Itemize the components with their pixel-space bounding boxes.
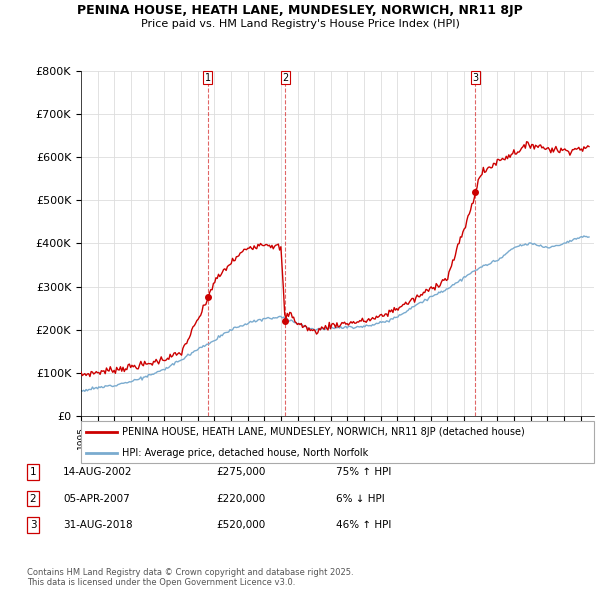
Text: £520,000: £520,000 [216,520,265,530]
Text: £275,000: £275,000 [216,467,265,477]
Text: PENINA HOUSE, HEATH LANE, MUNDESLEY, NORWICH, NR11 8JP (detached house): PENINA HOUSE, HEATH LANE, MUNDESLEY, NOR… [122,427,525,437]
Text: Price paid vs. HM Land Registry's House Price Index (HPI): Price paid vs. HM Land Registry's House … [140,19,460,29]
Text: PENINA HOUSE, HEATH LANE, MUNDESLEY, NORWICH, NR11 8JP: PENINA HOUSE, HEATH LANE, MUNDESLEY, NOR… [77,4,523,17]
Text: 31-AUG-2018: 31-AUG-2018 [63,520,133,530]
Text: Contains HM Land Registry data © Crown copyright and database right 2025.
This d: Contains HM Land Registry data © Crown c… [27,568,353,587]
Text: 46% ↑ HPI: 46% ↑ HPI [336,520,391,530]
Text: 1: 1 [29,467,37,477]
Text: 05-APR-2007: 05-APR-2007 [63,494,130,503]
Text: 3: 3 [29,520,37,530]
Text: 75% ↑ HPI: 75% ↑ HPI [336,467,391,477]
Text: £220,000: £220,000 [216,494,265,503]
Text: 3: 3 [472,73,478,83]
Text: 6% ↓ HPI: 6% ↓ HPI [336,494,385,503]
FancyBboxPatch shape [81,421,594,463]
Text: 2: 2 [29,494,37,503]
Text: 2: 2 [282,73,289,83]
Text: 1: 1 [205,73,211,83]
Text: HPI: Average price, detached house, North Norfolk: HPI: Average price, detached house, Nort… [122,448,368,457]
Text: 14-AUG-2002: 14-AUG-2002 [63,467,133,477]
